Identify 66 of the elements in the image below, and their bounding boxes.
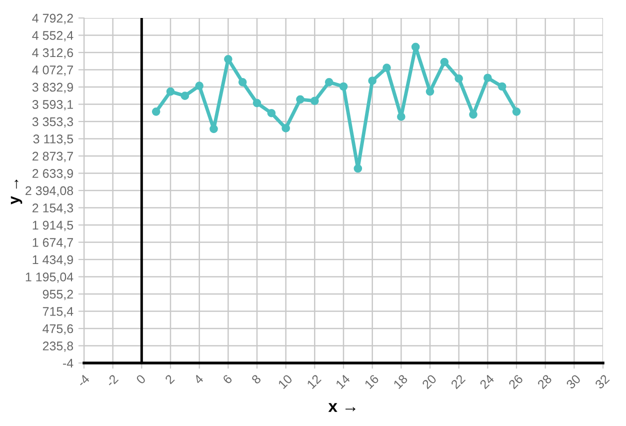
point	[252, 98, 262, 108]
point	[166, 87, 175, 96]
x-tick-label: 12	[306, 374, 322, 389]
point	[152, 108, 160, 116]
x-tick-label: 28	[536, 374, 552, 390]
point	[324, 78, 334, 86]
x-tick-label: 2	[164, 374, 175, 384]
y-tick-label: 955,2	[42, 290, 73, 300]
point	[484, 74, 492, 82]
y-tick-label: 2 154,3	[32, 204, 74, 214]
x-tick-label: 22	[450, 374, 466, 390]
y-tick-label: 1 914,5	[32, 220, 74, 232]
x-tick-label: 32	[594, 374, 610, 390]
y-tick-label: 3 832,9	[32, 82, 73, 94]
x-tick-label: 8	[251, 374, 262, 384]
point	[282, 124, 290, 132]
x-tick-label: -4	[76, 374, 90, 388]
x-tick-label: -2	[105, 374, 119, 388]
point	[310, 96, 319, 106]
y-tick-label: 2 873,7	[32, 152, 73, 162]
x-tick-label: 10	[278, 374, 293, 390]
point	[238, 78, 247, 86]
point	[382, 64, 391, 72]
y-tick-label: 2 633,9	[32, 169, 73, 180]
y-tick-label: 475,6	[42, 324, 74, 335]
x-tick-label: 4	[193, 374, 204, 385]
point	[224, 54, 232, 64]
x-tick-label: 26	[508, 374, 524, 390]
y-tick-label: 1 195,04	[26, 272, 74, 283]
y-tick-label: 1 434,9	[32, 255, 73, 266]
point	[368, 76, 376, 85]
point	[397, 112, 406, 121]
y-tick-label: 235,8	[42, 342, 74, 352]
point	[440, 58, 449, 66]
x-axis-title: x →	[328, 403, 356, 412]
point	[296, 95, 304, 104]
x-tick-label: 16	[364, 374, 380, 390]
y-tick-label: -4	[63, 358, 74, 368]
y-tick-label: 4 312,6	[32, 48, 74, 59]
y-tick-label: 3 593,1	[32, 100, 73, 110]
y-tick-label: 4 072,7	[32, 66, 73, 76]
y-tick-label: 3 113,5	[33, 134, 74, 145]
x-tick-label: 6	[222, 374, 233, 384]
point	[339, 82, 348, 91]
x-tick-label: 24	[479, 374, 495, 390]
x-tick-label: 18	[393, 374, 408, 390]
point	[180, 92, 190, 100]
point	[411, 42, 420, 52]
y-tick-label: 4 552,4	[32, 31, 74, 42]
y-tick-label: 2 394,08	[26, 186, 74, 197]
x-tick-label: 30	[566, 374, 582, 390]
y-tick-label: 1 674,7	[32, 238, 73, 248]
y-tick-label: 4 792,2	[32, 14, 73, 24]
point	[267, 108, 276, 118]
x-tick-label: 20	[422, 374, 437, 390]
x-tick-label: 0	[136, 374, 146, 384]
point	[354, 164, 362, 173]
point	[498, 82, 506, 91]
point	[210, 124, 218, 134]
point	[454, 74, 463, 83]
point	[512, 108, 521, 116]
y-tick-label: 3 353,3	[32, 117, 74, 128]
x-tick-label: 14	[335, 374, 350, 389]
y-axis-title: y →	[10, 180, 22, 204]
y-tick-label: 715,4	[42, 307, 74, 318]
point	[195, 82, 204, 90]
